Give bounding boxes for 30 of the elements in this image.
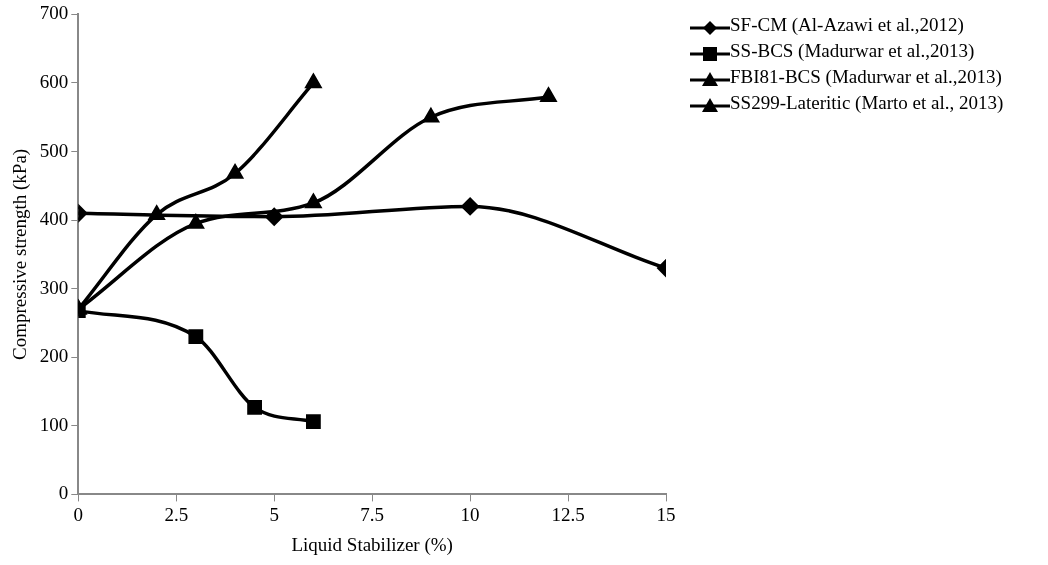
y-axis-title: Compressive strength (kPa) — [9, 148, 32, 360]
y-tick-label: 500 — [39, 139, 69, 161]
point — [423, 106, 440, 123]
y-tick-label: 300 — [39, 276, 69, 298]
legend-label: FBI81-BCS (Madurwar et al.,2013) — [730, 66, 1002, 88]
point — [540, 87, 557, 102]
legend-label: SS299-Lateritic (Marto et al., 2013) — [730, 92, 1004, 114]
y-tick-label: 200 — [39, 345, 69, 367]
legend-label: SF-CM (Al-Azawi et al.,2012) — [730, 14, 964, 36]
x-tick-label: 15 — [656, 503, 676, 525]
y-tick-label: 100 — [39, 413, 69, 435]
point — [227, 164, 243, 179]
x-tick-label: 0 — [73, 503, 84, 525]
y-tick-label: 600 — [39, 70, 69, 92]
x-tick-label: 2.5 — [164, 503, 189, 525]
point — [305, 414, 321, 430]
x-tick-label: 7.5 — [360, 503, 385, 525]
y-tick-label: 0 — [58, 482, 69, 504]
point — [188, 214, 204, 229]
y-tick-label: 700 — [39, 2, 69, 24]
legend-label: SS-BCS (Madurwar et al.,2013) — [730, 40, 975, 62]
x-axis-title: Liquid Stabilizer (%) — [291, 533, 453, 556]
point — [247, 399, 263, 415]
y-tick-label: 400 — [39, 208, 69, 230]
x-tick-label: 12.5 — [551, 503, 585, 525]
x-tick-label: 10 — [460, 503, 480, 525]
x-tick-label: 5 — [269, 503, 279, 525]
point — [305, 194, 322, 209]
point — [305, 74, 322, 89]
point — [188, 329, 204, 345]
